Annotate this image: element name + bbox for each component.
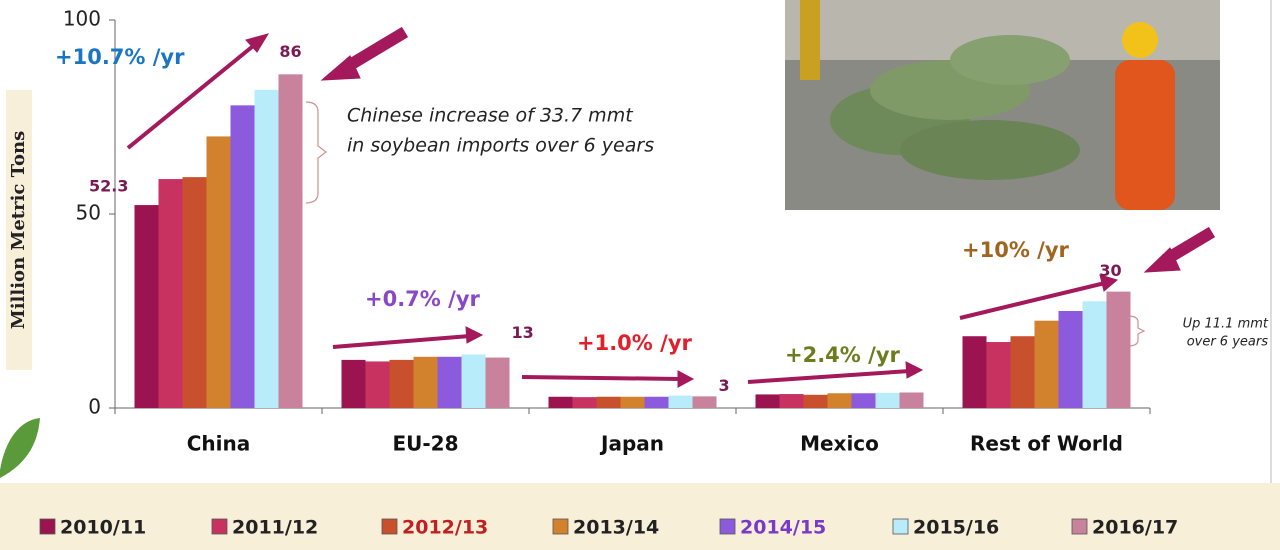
legend-label: 2015/16 bbox=[913, 517, 999, 539]
brackets bbox=[305, 101, 1146, 347]
bar bbox=[755, 394, 780, 408]
bar bbox=[620, 396, 645, 408]
bar bbox=[389, 359, 414, 408]
data-label: 52.3 bbox=[89, 177, 128, 196]
bar bbox=[437, 356, 462, 408]
annotation: +10.7% /yr bbox=[55, 45, 185, 69]
legend-label: 2011/12 bbox=[232, 517, 318, 539]
bar bbox=[158, 179, 183, 408]
legend-swatch bbox=[39, 518, 56, 535]
annotation: Chinese increase of 33.7 mmt bbox=[347, 105, 634, 127]
bar bbox=[899, 392, 924, 408]
y-tick-label: 50 bbox=[76, 201, 101, 225]
bar bbox=[572, 397, 597, 408]
bar bbox=[803, 394, 828, 408]
bar bbox=[962, 336, 987, 408]
bar bbox=[230, 105, 255, 409]
bar bbox=[1010, 336, 1035, 408]
bar bbox=[779, 394, 804, 408]
legend-label: 2016/17 bbox=[1092, 517, 1178, 539]
bar bbox=[134, 205, 159, 408]
bar bbox=[341, 359, 366, 408]
data-label: 3 bbox=[719, 376, 730, 395]
x-tick-label: China bbox=[187, 432, 251, 456]
annotation: over 6 years bbox=[1187, 335, 1269, 350]
bar bbox=[875, 392, 900, 408]
annotation: +0.7% /yr bbox=[365, 287, 481, 311]
bar bbox=[1034, 320, 1059, 408]
x-tick-label: EU-28 bbox=[392, 432, 458, 456]
y-label-bg bbox=[6, 90, 32, 370]
data-label: 30 bbox=[1099, 261, 1121, 280]
legend-label: 2010/11 bbox=[60, 517, 146, 539]
legend-label: 2014/15 bbox=[740, 517, 826, 539]
legend-label: 2012/13 bbox=[402, 517, 488, 539]
bar bbox=[461, 354, 486, 408]
annotation: in soybean imports over 6 years bbox=[347, 135, 654, 157]
bar bbox=[254, 89, 279, 408]
bar bbox=[1058, 311, 1083, 408]
bar bbox=[1106, 291, 1131, 408]
y-tick-label: 0 bbox=[88, 395, 101, 419]
annotation: +1.0% /yr bbox=[577, 331, 693, 355]
annotation: +10% /yr bbox=[962, 238, 1070, 262]
bar bbox=[596, 396, 621, 408]
bar bbox=[365, 361, 390, 408]
bar bbox=[668, 395, 693, 408]
legend-band bbox=[0, 483, 1280, 550]
legend-swatch bbox=[552, 518, 569, 535]
data-label: 13 bbox=[512, 323, 534, 342]
photo bbox=[785, 0, 1220, 210]
y-axis-label: Million Metric Tons bbox=[8, 131, 29, 329]
bar bbox=[206, 136, 231, 408]
y-tick-label: 100 bbox=[63, 7, 101, 31]
bar bbox=[182, 177, 207, 408]
bar bbox=[1082, 301, 1107, 408]
x-tick-label: Japan bbox=[599, 432, 664, 456]
arrows bbox=[126, 26, 1216, 388]
bar bbox=[644, 396, 669, 408]
leaf bbox=[0, 418, 40, 478]
bar bbox=[692, 396, 717, 408]
legend-swatch bbox=[892, 518, 909, 535]
legend-label: 2013/14 bbox=[573, 517, 659, 539]
bar bbox=[485, 357, 510, 408]
legend-swatch bbox=[211, 518, 228, 535]
annotation: Up 11.1 mmt bbox=[1183, 317, 1269, 332]
bar bbox=[986, 342, 1011, 408]
legend-swatch bbox=[381, 518, 398, 535]
data-label: 86 bbox=[279, 42, 301, 61]
x-tick-label: Rest of World bbox=[970, 432, 1123, 456]
annotation: +2.4% /yr bbox=[785, 343, 901, 367]
bar bbox=[827, 393, 852, 408]
bar bbox=[851, 393, 876, 408]
legend-swatch bbox=[1071, 518, 1088, 535]
bar bbox=[413, 356, 438, 408]
bar bbox=[278, 74, 303, 408]
legend-swatch bbox=[719, 518, 736, 535]
x-tick-label: Mexico bbox=[800, 432, 879, 456]
bar bbox=[548, 396, 573, 408]
